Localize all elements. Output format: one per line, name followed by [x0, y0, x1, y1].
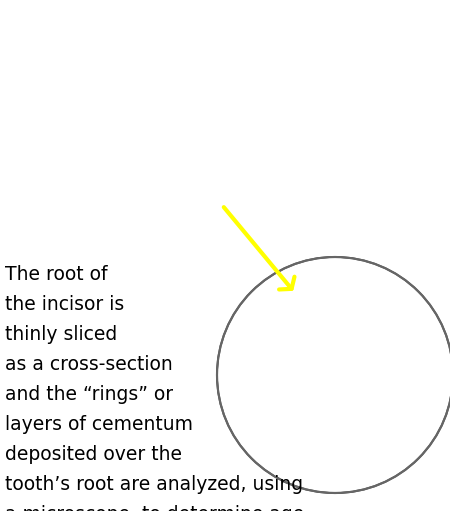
Text: a microscope, to determine age.: a microscope, to determine age. [5, 505, 310, 511]
Text: thinly sliced: thinly sliced [5, 325, 117, 344]
Text: and the “rings” or: and the “rings” or [5, 385, 173, 404]
Text: The root of: The root of [5, 265, 108, 284]
Text: tooth’s root are analyzed, using: tooth’s root are analyzed, using [5, 475, 303, 494]
Text: as a cross-section: as a cross-section [5, 355, 173, 374]
Text: deposited over the: deposited over the [5, 445, 182, 464]
Text: layers of cementum: layers of cementum [5, 415, 193, 434]
Text: the incisor is: the incisor is [5, 295, 124, 314]
